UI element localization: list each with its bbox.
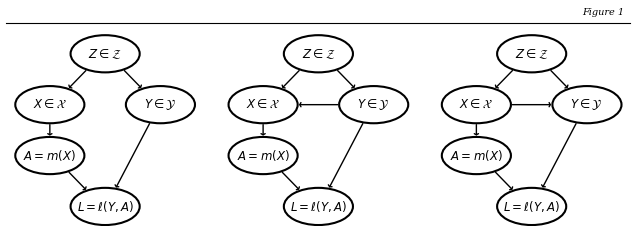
Ellipse shape (15, 86, 84, 123)
Ellipse shape (15, 137, 84, 174)
Ellipse shape (497, 188, 566, 225)
Text: $X \in \mathcal{X}$: $X \in \mathcal{X}$ (460, 98, 493, 111)
Text: $L = \ell(Y, A)$: $L = \ell(Y, A)$ (290, 199, 347, 214)
Ellipse shape (339, 86, 408, 123)
Text: Figure 1: Figure 1 (582, 8, 624, 17)
Ellipse shape (284, 188, 353, 225)
Ellipse shape (442, 86, 511, 123)
Text: $Z \in \mathcal{Z}$: $Z \in \mathcal{Z}$ (88, 47, 122, 61)
Ellipse shape (497, 35, 566, 72)
Text: $L = \ell(Y, A)$: $L = \ell(Y, A)$ (503, 199, 560, 214)
Text: $A = m(X)$: $A = m(X)$ (237, 148, 289, 163)
Ellipse shape (442, 137, 511, 174)
Text: $L = \ell(Y, A)$: $L = \ell(Y, A)$ (77, 199, 134, 214)
Ellipse shape (70, 35, 140, 72)
Ellipse shape (126, 86, 195, 123)
Text: $A = m(X)$: $A = m(X)$ (24, 148, 76, 163)
Text: $Y \in \mathcal{Y}$: $Y \in \mathcal{Y}$ (570, 97, 604, 112)
Text: $Z \in \mathcal{Z}$: $Z \in \mathcal{Z}$ (301, 47, 335, 61)
Ellipse shape (284, 35, 353, 72)
Ellipse shape (228, 86, 298, 123)
Text: $Y \in \mathcal{Y}$: $Y \in \mathcal{Y}$ (357, 97, 390, 112)
Text: $Y \in \mathcal{Y}$: $Y \in \mathcal{Y}$ (144, 97, 177, 112)
Text: $X \in \mathcal{X}$: $X \in \mathcal{X}$ (246, 98, 280, 111)
Ellipse shape (228, 137, 298, 174)
Text: $X \in \mathcal{X}$: $X \in \mathcal{X}$ (33, 98, 67, 111)
Ellipse shape (552, 86, 621, 123)
Ellipse shape (70, 188, 140, 225)
Text: $A = m(X)$: $A = m(X)$ (450, 148, 503, 163)
Text: $Z \in \mathcal{Z}$: $Z \in \mathcal{Z}$ (515, 47, 548, 61)
